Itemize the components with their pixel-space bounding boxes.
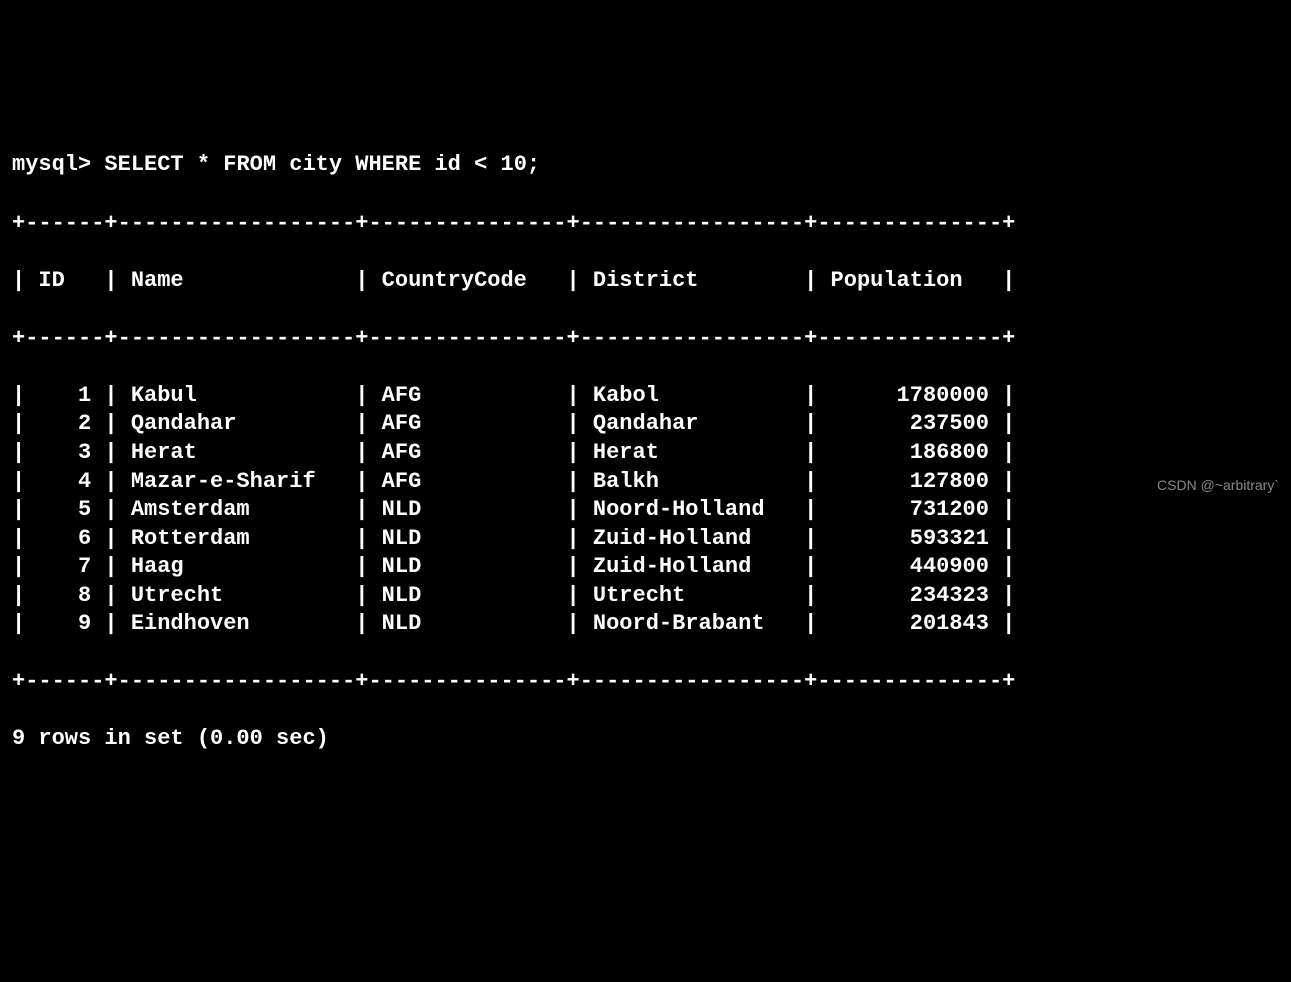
table-border-top: +------+------------------+-------------… <box>12 210 1279 239</box>
table-row: | 1 | Kabul | AFG | Kabol | 1780000 | <box>12 382 1279 411</box>
sql-query: SELECT * FROM city WHERE id < 10; <box>104 152 540 177</box>
table-border-mid: +------+------------------+-------------… <box>12 325 1279 354</box>
table-row: | 8 | Utrecht | NLD | Utrecht | 234323 | <box>12 582 1279 611</box>
table-row: | 5 | Amsterdam | NLD | Noord-Holland | … <box>12 496 1279 525</box>
mysql-prompt: mysql> <box>12 152 91 177</box>
result-summary: 9 rows in set (0.00 sec) <box>12 725 1279 754</box>
table-row: | 2 | Qandahar | AFG | Qandahar | 237500… <box>12 410 1279 439</box>
table-border-bottom: +------+------------------+-------------… <box>12 668 1279 697</box>
table-row: | 6 | Rotterdam | NLD | Zuid-Holland | 5… <box>12 525 1279 554</box>
mysql-terminal-output: mysql> SELECT * FROM city WHERE id < 10;… <box>12 122 1279 782</box>
table-header-row: | ID | Name | CountryCode | District | P… <box>12 267 1279 296</box>
watermark: CSDN @~arbitrary` <box>1157 476 1279 494</box>
table-row: | 9 | Eindhoven | NLD | Noord-Brabant | … <box>12 610 1279 639</box>
table-row: | 3 | Herat | AFG | Herat | 186800 | <box>12 439 1279 468</box>
table-body: | 1 | Kabul | AFG | Kabol | 1780000 || 2… <box>12 382 1279 639</box>
table-row: | 7 | Haag | NLD | Zuid-Holland | 440900… <box>12 553 1279 582</box>
query-line: mysql> SELECT * FROM city WHERE id < 10; <box>12 151 1279 180</box>
table-row: | 4 | Mazar-e-Sharif | AFG | Balkh | 127… <box>12 468 1279 497</box>
